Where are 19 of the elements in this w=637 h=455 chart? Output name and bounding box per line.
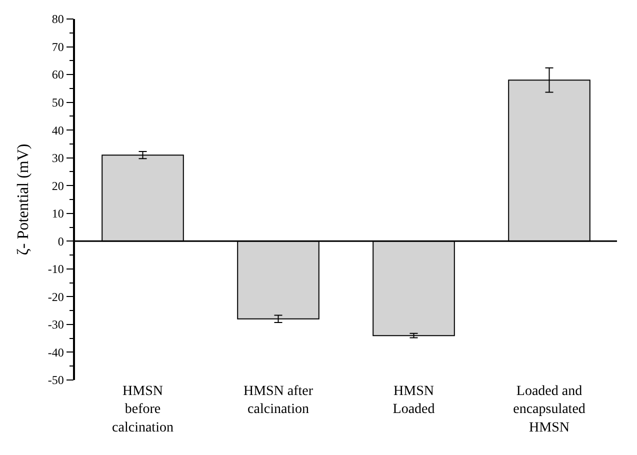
x-tick-label: HMSN before calcination (112, 384, 174, 436)
y-tick-label: 20 (52, 178, 64, 193)
y-tick-label: 0 (58, 234, 64, 248)
y-tick-label: 10 (52, 206, 64, 221)
y-tick-label: 50 (52, 96, 64, 110)
x-tick-label: HMSN Loaded (392, 384, 435, 418)
y-tick-label: -40 (48, 345, 64, 360)
y-tick-label: -50 (48, 373, 64, 388)
y-tick-label: -30 (48, 318, 64, 332)
y-tick-label: 70 (52, 40, 64, 54)
y-tick-label: -10 (48, 262, 64, 276)
x-tick-label: Loaded and encapsulated HMSN (513, 384, 586, 436)
y-tick-label: 30 (52, 151, 64, 166)
y-tick-label: -20 (48, 290, 64, 304)
y-tick-label: 40 (52, 123, 64, 138)
y-tick-label: 80 (52, 12, 64, 26)
y-axis-title: ζ- Potential (mV) (15, 144, 32, 256)
y-tick-label: 60 (52, 68, 64, 82)
x-tick-label: HMSN after calcination (243, 384, 314, 418)
